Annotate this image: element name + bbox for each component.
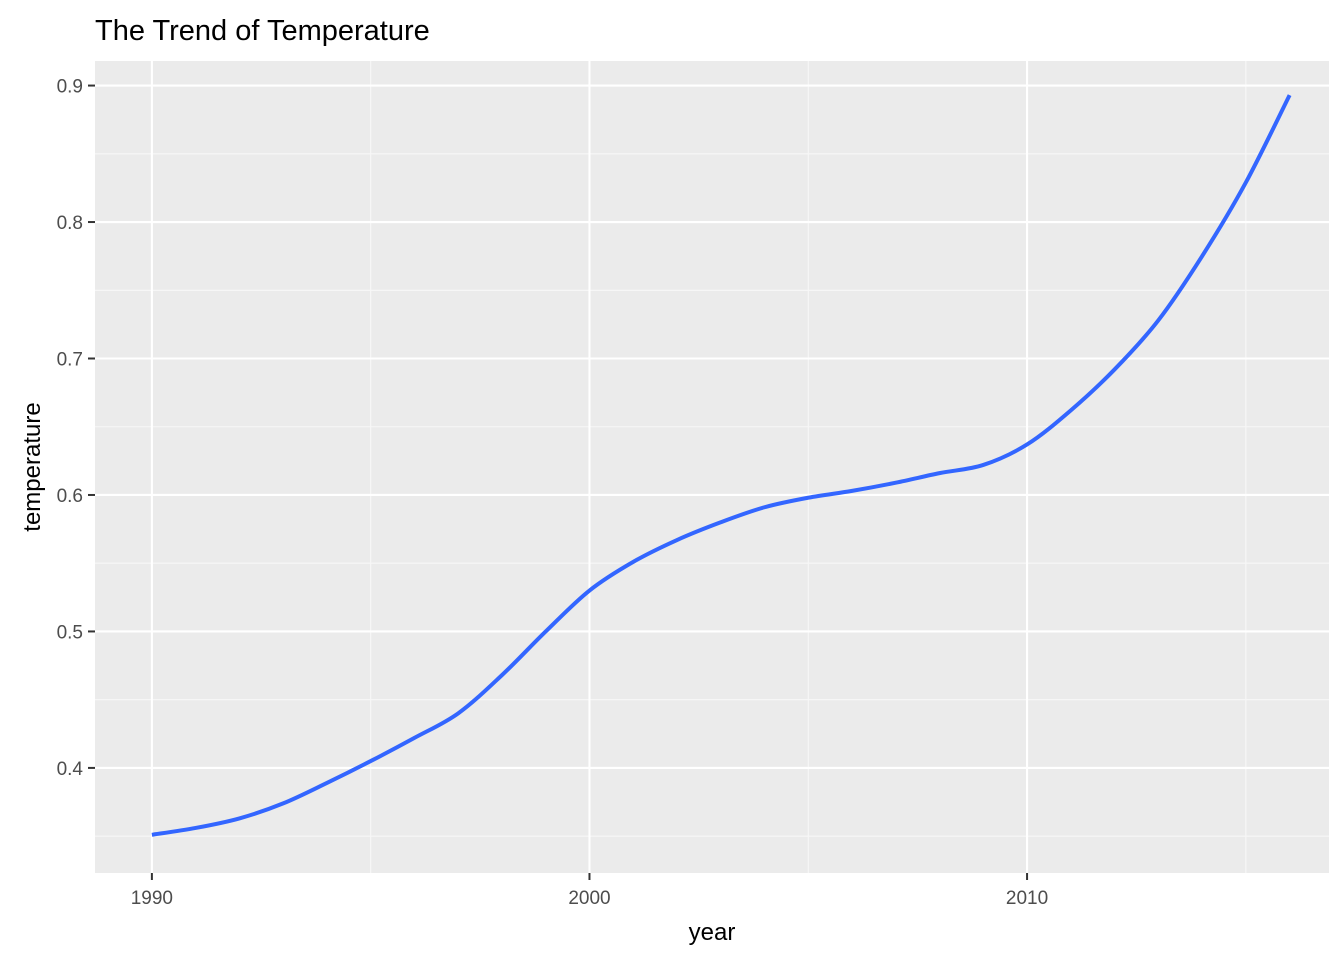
minor-gridlines (95, 61, 1329, 873)
y-tick-label: 0.8 (57, 213, 83, 234)
chart-title: The Trend of Temperature (95, 15, 430, 47)
y-tick-label: 0.5 (57, 622, 83, 643)
y-tick-label: 0.9 (57, 77, 83, 98)
major-gridlines (95, 61, 1329, 873)
y-tick-label: 0.4 (57, 759, 84, 780)
x-axis-label: year (689, 919, 736, 946)
y-axis: 0.4 0.5 0.6 0.7 0.8 0.9 (57, 77, 95, 780)
series-layer (151, 94, 1292, 837)
x-tick-label: 2010 (1006, 888, 1048, 909)
trend-line-series-0 (151, 94, 1292, 837)
x-tick-label: 1990 (131, 888, 173, 909)
plot-panel (95, 61, 1329, 873)
y-tick-label: 0.6 (57, 486, 83, 507)
x-axis: 1990 2000 2010 (131, 873, 1048, 909)
y-axis-label: temperature (19, 402, 46, 531)
y-tick-label: 0.7 (57, 350, 83, 371)
x-tick-label: 2000 (568, 888, 610, 909)
